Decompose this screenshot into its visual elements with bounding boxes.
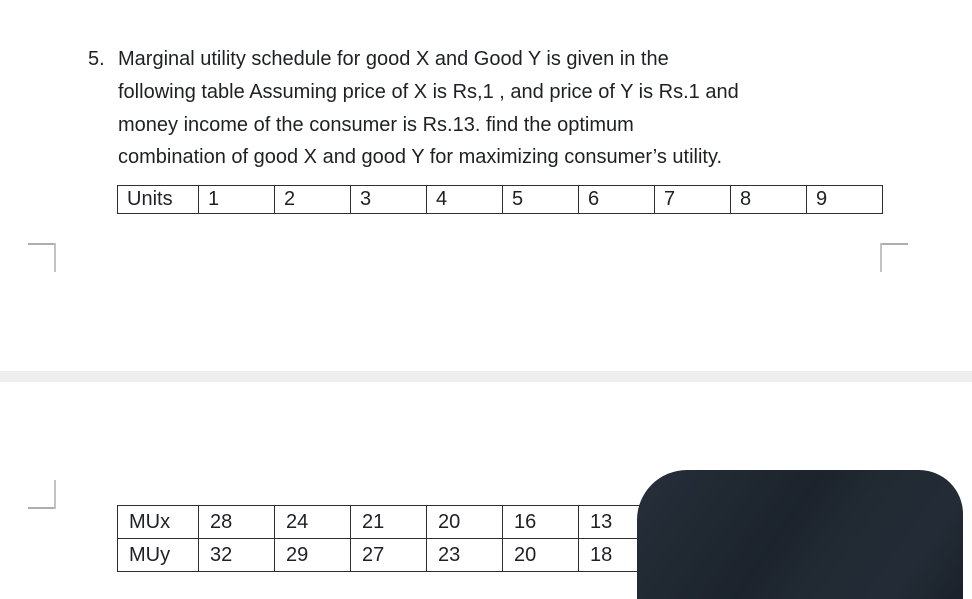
table-cell: 9 xyxy=(806,185,883,214)
table-cell: 32 xyxy=(198,538,275,572)
table-cell: 7 xyxy=(654,185,731,214)
question-text-line: combination of good X and good Y for max… xyxy=(118,146,723,169)
mu-table-row: MUy 32 29 27 23 20 18 xyxy=(117,538,655,572)
pip-video-overlay[interactable] xyxy=(637,470,963,599)
table-cell: 20 xyxy=(426,505,503,539)
table-cell: 27 xyxy=(350,538,427,572)
corner-mark-line xyxy=(880,243,908,245)
page-break-band xyxy=(0,371,972,382)
mu-table: MUx 28 24 21 20 16 13 MUy 32 29 27 23 20… xyxy=(117,505,655,572)
question-text-line: following table Assuming price of X is R… xyxy=(118,80,739,103)
corner-mark-line xyxy=(880,243,882,272)
table-cell: 29 xyxy=(274,538,351,572)
table-cell: 28 xyxy=(198,505,275,539)
table-cell: 3 xyxy=(350,185,427,214)
corner-mark-line xyxy=(28,243,56,245)
table-cell: 24 xyxy=(274,505,351,539)
table-cell: 1 xyxy=(198,185,275,214)
question-text-line: money income of the consumer is Rs.13. f… xyxy=(118,113,634,136)
units-table-row: Units 1 2 3 4 5 6 7 8 9 xyxy=(117,185,883,214)
corner-mark-line xyxy=(54,243,56,272)
table-cell: 6 xyxy=(578,185,655,214)
question-number: 5. xyxy=(88,48,105,70)
units-header-cell: Units xyxy=(117,185,199,214)
table-cell: 8 xyxy=(730,185,807,214)
row-header-cell: MUy xyxy=(117,538,199,572)
question-text: Marginal utility schedule for good X and… xyxy=(118,43,888,174)
table-cell: 16 xyxy=(502,505,579,539)
table-cell: 23 xyxy=(426,538,503,572)
row-header-cell: MUx xyxy=(117,505,199,539)
corner-mark-line xyxy=(28,507,56,509)
table-cell: 21 xyxy=(350,505,427,539)
question-text-line: Marginal utility schedule for good X and… xyxy=(118,48,669,70)
corner-mark-line xyxy=(54,480,56,509)
mu-table-row: MUx 28 24 21 20 16 13 xyxy=(117,505,655,539)
units-table: Units 1 2 3 4 5 6 7 8 9 xyxy=(117,185,883,214)
table-cell: 4 xyxy=(426,185,503,214)
table-cell: 2 xyxy=(274,185,351,214)
table-cell: 5 xyxy=(502,185,579,214)
table-cell: 20 xyxy=(502,538,579,572)
